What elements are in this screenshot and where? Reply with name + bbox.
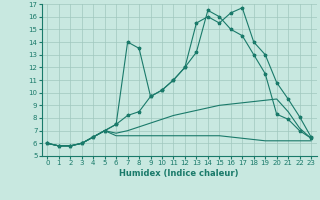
X-axis label: Humidex (Indice chaleur): Humidex (Indice chaleur) <box>119 169 239 178</box>
